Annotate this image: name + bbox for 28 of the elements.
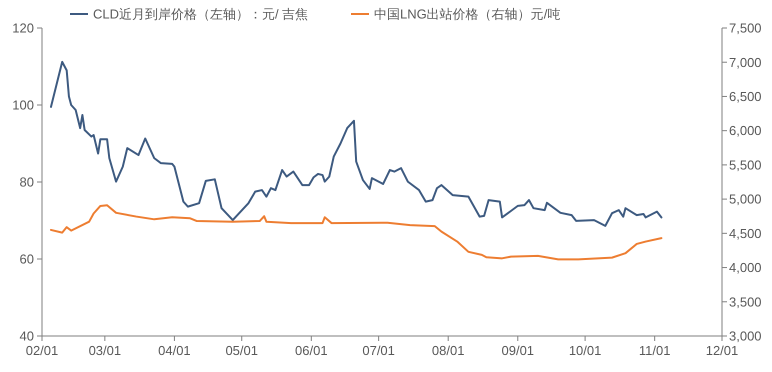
y2-tick-label: 3,500: [729, 294, 762, 310]
legend-label: 中国LNG出站价格（右轴）元/吨: [374, 6, 560, 22]
x-tick-label: 09/01: [502, 343, 534, 358]
x-tick-label: 11/01: [638, 343, 670, 358]
x-tick-label: 10/01: [568, 343, 602, 358]
x-tick-label: 07/01: [362, 343, 395, 358]
y-tick-label: 40: [20, 328, 34, 344]
y2-tick-label: 5,000: [729, 192, 762, 207]
y-tick-label: 120: [12, 20, 34, 36]
y-tick-label: 80: [20, 174, 34, 190]
y2-tick-label: 4,500: [729, 226, 762, 241]
x-tick-label: 04/01: [158, 343, 191, 358]
x-tick-label: 05/01: [225, 343, 258, 358]
y2-tick-label: 3,000: [729, 328, 762, 344]
x-tick-label: 06/01: [295, 343, 328, 358]
x-tick-label: 03/01: [88, 343, 122, 358]
y2-tick-label: 6,000: [729, 123, 762, 138]
x-tick-label: 02/01: [26, 343, 58, 358]
legend-label: CLD近月到岸价格（左轴）：元/ 吉焦: [93, 6, 308, 22]
y2-tick-label: 7,500: [729, 20, 762, 36]
y-tick-label: 60: [20, 252, 34, 267]
y2-tick-label: 4,000: [729, 260, 762, 276]
y2-tick-label: 7,000: [729, 54, 762, 70]
x-tick-label: 08/01: [432, 343, 464, 358]
y-tick-label: 100: [12, 98, 34, 113]
y2-tick-label: 5,500: [729, 157, 762, 172]
x-tick-label: 12/01: [706, 343, 738, 358]
y2-tick-label: 6,500: [729, 88, 762, 104]
